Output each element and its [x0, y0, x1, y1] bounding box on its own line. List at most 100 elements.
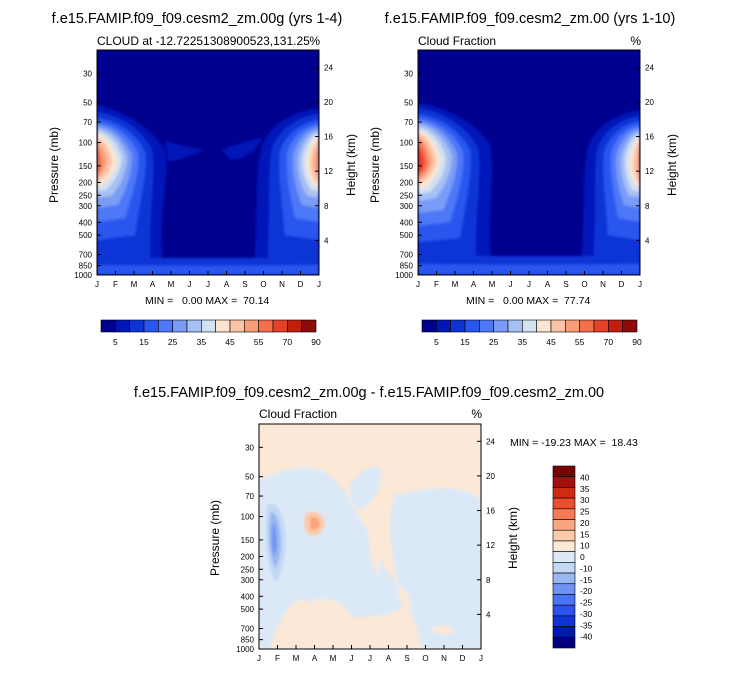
x-tick-label: S: [563, 280, 568, 289]
panel-1-title: f.e15.FAMIP.f09_f09.cesm2_zm.00g (yrs 1-…: [52, 11, 343, 27]
colorbar-label: 70: [604, 337, 614, 347]
panel-3-right-label: %: [471, 407, 482, 421]
y2-tick-label: 4: [645, 236, 650, 245]
x-tick-label: A: [150, 280, 156, 289]
x-tick-label: M: [293, 654, 300, 663]
colorbar-swatch: [479, 319, 494, 333]
y-tick-label: 50: [404, 99, 413, 108]
y2-tick-label: 8: [486, 576, 491, 585]
panel-1-stats: MIN = 0.00 MAX = 70.14: [145, 295, 269, 307]
colorbar-swatch: [552, 508, 576, 520]
panel-2-contours: [418, 50, 640, 275]
colorbar-swatch: [552, 636, 576, 649]
y2-tick-label: 16: [324, 133, 333, 142]
colorbar-swatch: [622, 319, 638, 333]
y2-tick-label: 8: [324, 202, 329, 211]
x-tick-label: M: [330, 654, 337, 663]
colorbar-label: -15: [580, 575, 593, 585]
y-tick-label: 30: [245, 443, 254, 452]
colorbar-swatch: [552, 487, 576, 499]
y-tick-label: 700: [400, 250, 414, 259]
y-tick-label: 50: [83, 99, 92, 108]
x-tick-label: D: [460, 654, 466, 663]
colorbar-swatch: [507, 319, 523, 333]
colorbar-label: 15: [580, 529, 590, 539]
colorbar-label: 15: [460, 337, 470, 347]
colorbar-swatch: [100, 319, 116, 333]
x-tick-label: A: [545, 280, 551, 289]
y-tick-label: 200: [79, 178, 93, 187]
colorbar-swatch: [421, 319, 437, 333]
colorbar-swatch: [579, 319, 595, 333]
colorbar-label: -10: [580, 563, 593, 573]
colorbar-swatch: [536, 319, 552, 333]
colorbar-label: 25: [489, 337, 499, 347]
panel-1-y2label: Height (km): [344, 134, 358, 196]
x-tick-label: S: [242, 280, 247, 289]
x-tick-label: J: [368, 654, 372, 663]
colorbar-label: 90: [632, 337, 642, 347]
colorbar-label: -30: [580, 609, 593, 619]
colorbar-label: 5: [113, 337, 118, 347]
colorbar-label: 45: [546, 337, 556, 347]
colorbar-label: -35: [580, 620, 593, 630]
y-tick-label: 250: [400, 191, 414, 200]
colorbar-swatch: [565, 319, 580, 333]
colorbar-swatch: [550, 319, 566, 333]
x-tick-label: F: [434, 280, 439, 289]
y-tick-label: 300: [79, 202, 93, 211]
y-tick-label: 70: [245, 492, 254, 501]
y2-tick-label: 4: [324, 236, 329, 245]
x-tick-label: J: [509, 280, 513, 289]
colorbar-swatch: [272, 319, 288, 333]
colorbar-swatch: [186, 319, 202, 333]
panel-2: f.e15.FAMIP.f09_f09.cesm2_zm.00 (yrs 1-1…: [368, 11, 679, 347]
x-tick-label: J: [95, 280, 99, 289]
y-tick-label: 1000: [74, 271, 92, 280]
colorbar-label: 30: [580, 495, 590, 505]
colorbar-label: 25: [580, 507, 590, 517]
y-tick-label: 250: [241, 565, 255, 574]
y-tick-label: 400: [79, 218, 93, 227]
panel-2-y2-ticks: 24 20 16 12 8 4: [636, 63, 654, 245]
y-tick-label: 500: [241, 605, 255, 614]
x-tick-label: M: [168, 280, 175, 289]
colorbar-label: 90: [311, 337, 321, 347]
colorbar-label: 20: [580, 518, 590, 528]
y-tick-label: 1000: [236, 645, 254, 654]
y-tick-label: 300: [241, 576, 255, 585]
colorbar-swatch: [522, 319, 537, 333]
colorbar-swatch: [493, 319, 509, 333]
x-tick-label: J: [317, 280, 321, 289]
colorbar-swatch: [450, 319, 466, 333]
colorbar-swatch: [436, 319, 451, 333]
x-tick-label: M: [131, 280, 138, 289]
colorbar-label: 35: [518, 337, 528, 347]
colorbar-swatch: [552, 583, 576, 595]
y-tick-label: 850: [400, 262, 414, 271]
y-tick-label: 70: [83, 118, 92, 127]
x-tick-label: M: [489, 280, 496, 289]
y-tick-label: 100: [79, 139, 93, 148]
y-tick-label: 850: [241, 636, 255, 645]
panel-1-contours: [97, 50, 319, 275]
y-tick-label: 500: [79, 231, 93, 240]
colorbar-swatch: [552, 465, 576, 478]
y-tick-label: 200: [241, 552, 255, 561]
y-tick-label: 100: [241, 513, 255, 522]
colorbar-swatch: [215, 319, 231, 333]
colorbar-label: 10: [580, 541, 590, 551]
y2-tick-label: 16: [645, 133, 654, 142]
x-tick-label: S: [404, 654, 409, 663]
x-tick-label: D: [298, 280, 304, 289]
colorbar-label: 35: [580, 484, 590, 494]
colorbar-swatch: [608, 319, 623, 333]
colorbar-swatch: [552, 529, 576, 542]
y2-tick-label: 24: [645, 63, 654, 72]
y2-tick-label: 20: [645, 98, 654, 107]
x-tick-label: J: [206, 280, 210, 289]
y-tick-label: 850: [79, 262, 93, 271]
y-tick-label: 30: [83, 69, 92, 78]
